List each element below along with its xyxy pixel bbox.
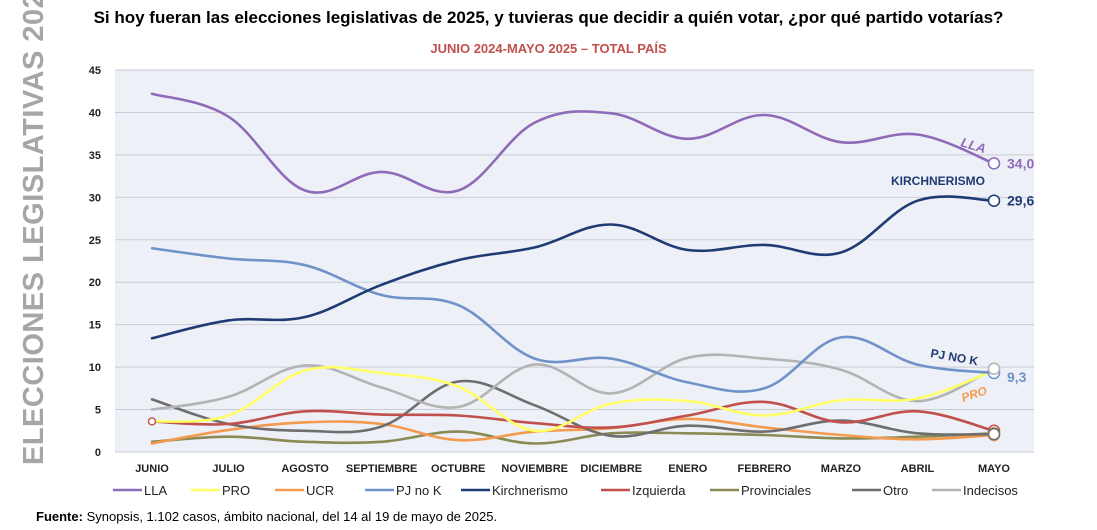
x-tick-label: FEBRERO [737,463,791,475]
legend-label-lla: LLA [144,483,167,498]
end-marker-kirchnerismo [987,194,1001,207]
series-line-izquierda [150,400,996,433]
end-markers [147,157,1001,442]
x-tick-label: ABRIL [901,463,935,475]
end-marker-lla [987,157,1001,170]
chart-title: Si hoy fueran las elecciones legislativa… [93,8,1004,27]
x-tick-label: SEPTIEMBRE [346,463,418,475]
x-tick-labels: JUNIO JULIO AGOSTO SEPTIEMBRE OCTUBRE NOVIEMB… [135,463,1010,475]
legend: LLA PRO UCR PJ no K Kirchnerismo Izquierda Pro… [113,483,1018,498]
chart-subtitle: JUNIO 2024-MAYO 2025 – TOTAL PAÍS [430,41,667,56]
y-tick-label: 25 [89,235,101,247]
series-line-otro [150,379,996,438]
end-marker-otro [987,427,1001,441]
series-lines [150,92,996,445]
start-marker-izquierda [147,417,157,426]
y-tick-labels: 0 5 10 15 20 25 30 35 40 45 [89,65,101,459]
x-tick-label: MAYO [978,463,1010,475]
legend-label-kirchnerismo: Kirchnerismo [492,483,568,498]
top-clip [300,0,820,5]
legend-label-provinciales: Provinciales [741,483,812,498]
end-value-label-pj-no-k: 9,3 [1007,369,1027,385]
y-tick-label: 40 [89,107,101,119]
legend-label-pro: PRO [222,483,250,498]
series-line-pro [150,365,996,433]
series-line-lla [150,92,996,194]
line-label-lla: LLA [959,135,988,157]
x-tick-label: NOVIEMBRE [501,463,568,475]
x-tick-label: OCTUBRE [431,463,485,475]
y-tick-label: 0 [95,447,101,459]
legend-label-otro: Otro [883,483,908,498]
y-tick-label: 15 [89,320,101,332]
line-label-kirchnerismo: KIRCHNERISMO [891,174,985,188]
x-tick-label: MARZO [821,463,862,475]
y-tick-label: 10 [89,362,101,374]
series-line-provinciales [150,430,996,445]
end-value-label-lla: 34,0 [1007,155,1034,171]
end-value-label-kirchnerismo: 29,6 [1007,193,1034,209]
grid-lines [115,69,1034,453]
x-tick-label: JULIO [212,463,245,475]
x-tick-label: AGOSTO [281,463,329,475]
y-tick-label: 45 [89,65,101,77]
x-tick-label: JUNIO [135,463,169,475]
y-tick-label: 5 [95,405,101,417]
legend-label-ucr: UCR [306,483,334,498]
y-tick-label: 35 [89,150,101,162]
legend-label-pj-no-k: PJ no K [396,483,442,498]
legend-label-indecisos: Indecisos [963,483,1018,498]
source-label: Fuente: [36,509,83,524]
x-tick-label: DICIEMBRE [580,463,642,475]
source-note: Fuente: Synopsis, 1.102 casos, ámbito na… [36,509,497,524]
series-line-pj-no-k [150,246,996,393]
series-line-kirchnerismo [150,195,996,340]
legend-label-izquierda: Izquierda [632,483,686,498]
series-line-indecisos [150,353,996,411]
source-text: Synopsis, 1.102 casos, ámbito nacional, … [82,509,498,524]
y-tick-label: 20 [89,277,101,289]
y-tick-label: 30 [89,192,101,204]
end-marker-indecisos [987,362,1001,376]
x-tick-label: ENERO [668,463,708,475]
series-line-ucr [150,417,996,445]
line-chart: 0 5 10 15 20 25 30 35 40 45 JUNIO JULIO AGOSTO SEPTI… [89,65,1035,498]
